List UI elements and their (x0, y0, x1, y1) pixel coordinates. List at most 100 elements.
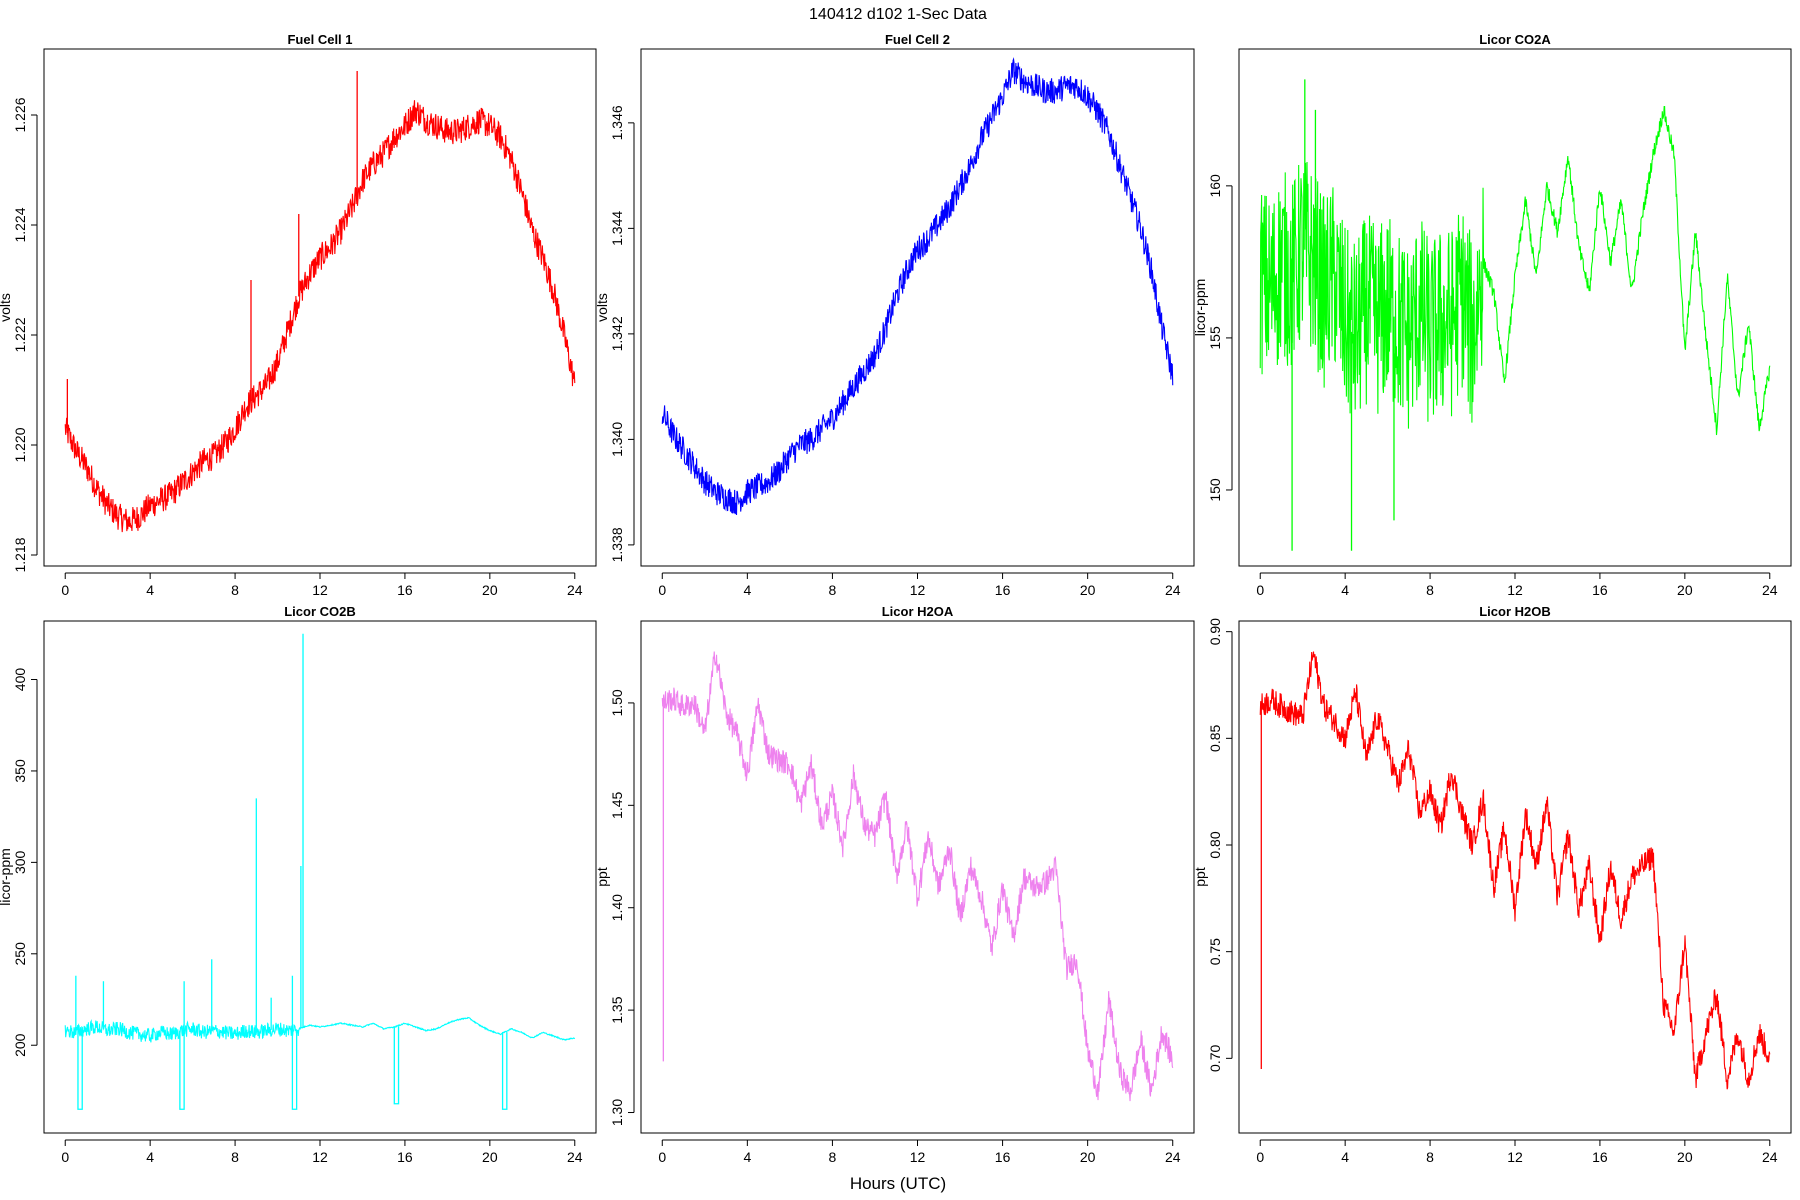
y-tick-label: 1.218 (12, 537, 28, 572)
y-tick-label: 1.340 (609, 422, 625, 457)
chart-panel: Licor H2OB ppt 0 4 8 12 16 20 24 0.70 0.75 0.80 0.85… (1192, 604, 1792, 1165)
x-tick-label: 24 (1762, 582, 1778, 598)
x-tick-label: 24 (1165, 1149, 1181, 1165)
y-axis-label: licor-ppm (0, 848, 13, 906)
x-tick-label: 12 (1507, 582, 1523, 598)
x-tick-label: 12 (1507, 1149, 1523, 1165)
x-tick-label: 0 (61, 582, 69, 598)
y-tick-label: 400 (12, 668, 28, 692)
x-tick-label: 12 (312, 1149, 328, 1165)
x-tick-label: 24 (567, 582, 583, 598)
chart-title: Licor H2OA (882, 604, 954, 619)
x-tick-label: 0 (658, 582, 666, 598)
y-tick-label: 1.40 (609, 894, 625, 921)
x-tick-label: 4 (146, 582, 154, 598)
y-tick-label: 1.338 (609, 527, 625, 562)
x-tick-label: 20 (482, 582, 498, 598)
x-tick-label: 24 (1165, 582, 1181, 598)
y-tick-label: 1.222 (12, 317, 28, 352)
x-tick-label: 16 (995, 582, 1011, 598)
x-tick-label: 4 (146, 1149, 154, 1165)
series-drop (77, 1030, 83, 1110)
x-tick-label: 0 (61, 1149, 69, 1165)
x-tick-label: 16 (397, 582, 413, 598)
x-tick-label: 20 (482, 1149, 498, 1165)
x-tick-label: 4 (1341, 582, 1349, 598)
chart-title: Fuel Cell 1 (287, 32, 352, 47)
y-tick-label: 1.346 (609, 105, 625, 140)
x-tick-label: 0 (1256, 1149, 1264, 1165)
x-tick-label: 4 (1341, 1149, 1349, 1165)
x-tick-label: 12 (910, 582, 926, 598)
y-tick-label: 1.226 (12, 97, 28, 132)
y-axis-label: licor-ppm (1192, 279, 1208, 337)
figure-x-label: Hours (UTC) (850, 1174, 946, 1193)
x-tick-label: 12 (910, 1149, 926, 1165)
y-tick-label: 150 (1207, 478, 1223, 502)
y-tick-label: 1.224 (12, 207, 28, 242)
series-line (661, 57, 1174, 515)
y-tick-label: 300 (12, 850, 28, 874)
y-tick-label: 1.50 (609, 689, 625, 716)
chart-title: Licor CO2A (1479, 32, 1551, 47)
y-tick-label: 350 (12, 759, 28, 783)
chart-title: Licor H2OB (1479, 604, 1551, 619)
series-line (661, 651, 1174, 1102)
y-tick-label: 0.80 (1207, 831, 1223, 858)
x-tick-label: 8 (231, 1149, 239, 1165)
y-tick-label: 155 (1207, 326, 1223, 350)
y-tick-label: 1.45 (609, 791, 625, 818)
x-tick-label: 20 (1677, 1149, 1693, 1165)
series-drop (501, 1032, 508, 1110)
series-drop (179, 1030, 185, 1110)
chart-panel: Fuel Cell 2 volts 0 4 8 12 16 20 24 1.338 1.340 1.3… (594, 32, 1195, 598)
series-line (1259, 651, 1771, 1090)
plot-frame (1238, 620, 1792, 1134)
series-line (64, 1016, 576, 1043)
chart-title: Licor CO2B (284, 604, 356, 619)
y-tick-label: 0.90 (1207, 618, 1223, 645)
y-axis-label: ppt (1192, 867, 1208, 887)
x-tick-label: 20 (1677, 582, 1693, 598)
y-tick-label: 1.30 (609, 1099, 625, 1126)
y-tick-label: 0.70 (1207, 1044, 1223, 1071)
plot-frame (43, 620, 597, 1134)
y-axis-label: volts (0, 293, 13, 322)
x-tick-label: 12 (312, 582, 328, 598)
series-drop (393, 1026, 400, 1105)
panels: Fuel Cell 1 volts 0 4 8 12 16 20 24 1.218 1.220 1.2… (0, 32, 1792, 1165)
x-tick-label: 16 (1592, 582, 1608, 598)
x-tick-label: 16 (1592, 1149, 1608, 1165)
chart-panel: Licor H2OA ppt 0 4 8 12 16 20 24 1.30 1.35 1.40 1.45… (594, 604, 1195, 1165)
plot-frame (43, 48, 597, 567)
y-tick-label: 160 (1207, 174, 1223, 198)
x-tick-label: 4 (743, 1149, 751, 1165)
y-axis-label: ppt (594, 867, 610, 887)
x-tick-label: 8 (829, 582, 837, 598)
x-tick-label: 8 (829, 1149, 837, 1165)
plot-frame (1238, 48, 1792, 567)
y-tick-label: 1.344 (609, 211, 625, 246)
chart-panel: Licor CO2B licor-ppm 0 4 8 12 16 20 24 200 250 300 3… (0, 604, 597, 1165)
x-tick-label: 8 (1426, 1149, 1434, 1165)
y-tick-label: 0.75 (1207, 938, 1223, 965)
chart-panel: Fuel Cell 1 volts 0 4 8 12 16 20 24 1.218 1.220 1.2… (0, 32, 597, 598)
x-tick-label: 4 (743, 582, 751, 598)
x-tick-label: 24 (1762, 1149, 1778, 1165)
y-axis-label: volts (594, 293, 610, 322)
y-tick-label: 250 (12, 942, 28, 966)
x-tick-label: 0 (658, 1149, 666, 1165)
series-line (64, 100, 576, 533)
plot-frame (640, 620, 1195, 1134)
x-tick-label: 8 (231, 582, 239, 598)
plot-frame (640, 48, 1195, 567)
y-tick-label: 1.35 (609, 996, 625, 1023)
y-tick-label: 1.342 (609, 316, 625, 351)
x-tick-label: 20 (1080, 1149, 1096, 1165)
y-tick-label: 1.220 (12, 427, 28, 462)
chart-panel: Licor CO2A licor-ppm 0 4 8 12 16 20 24 150 155 160 (1192, 32, 1792, 598)
y-tick-label: 200 (12, 1033, 28, 1057)
series-line (1259, 106, 1771, 436)
x-tick-label: 20 (1080, 582, 1096, 598)
